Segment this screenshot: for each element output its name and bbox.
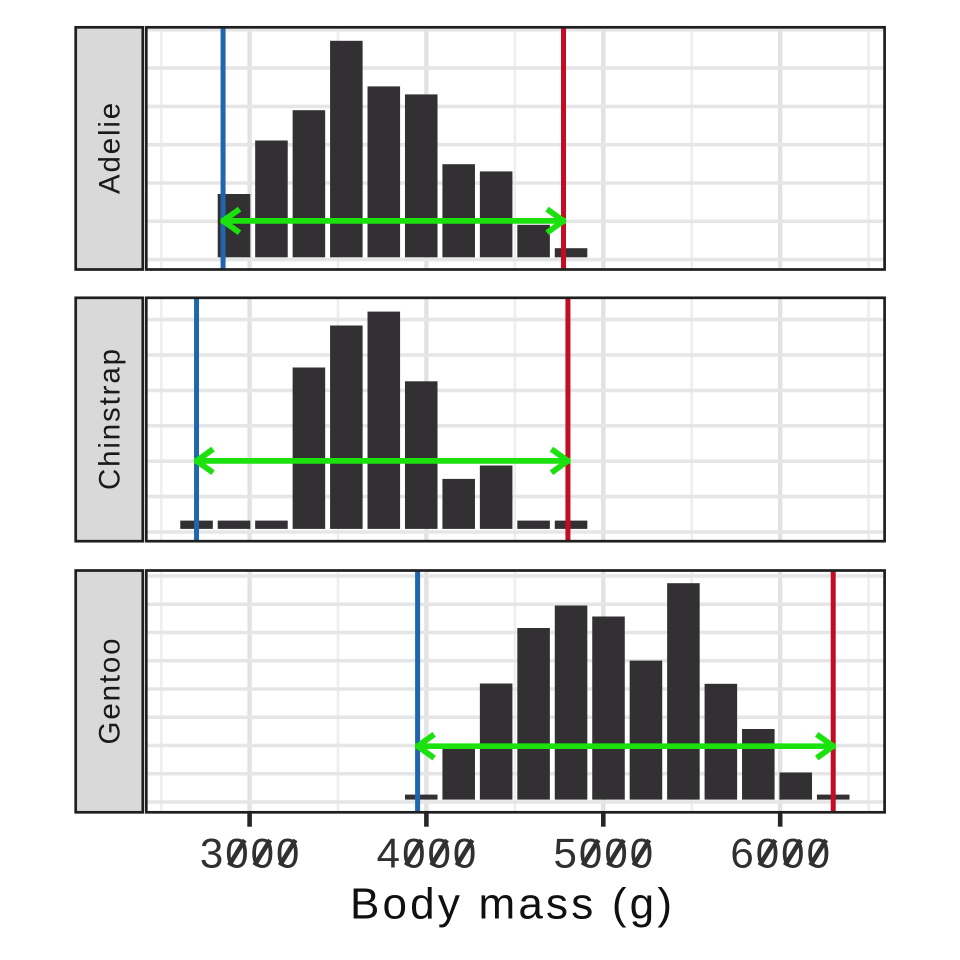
svg-text:Chinstrap: Chinstrap	[93, 347, 126, 490]
svg-text:Body mass (g): Body mass (g)	[350, 880, 675, 929]
svg-text:5: 5	[554, 830, 577, 877]
svg-text:Gentoo: Gentoo	[93, 637, 126, 745]
svg-text:Adelie: Adelie	[93, 101, 126, 194]
svg-text:3: 3	[200, 830, 223, 877]
svg-text:6: 6	[730, 830, 753, 877]
svg-text:4: 4	[377, 830, 400, 877]
